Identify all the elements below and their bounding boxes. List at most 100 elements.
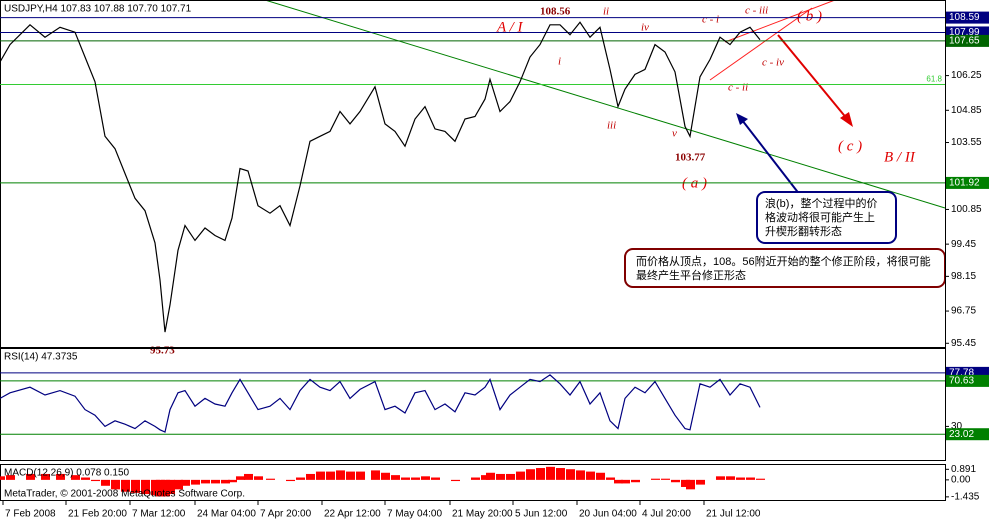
histogram-bar [486, 472, 495, 480]
histogram-bar [631, 479, 640, 483]
level-label: 107.65 [949, 36, 980, 47]
annotation: ( b ) [797, 8, 822, 24]
arrow-head [736, 113, 748, 125]
histogram-bar [481, 475, 490, 480]
histogram-bar [536, 468, 545, 480]
level-label-box [946, 176, 989, 189]
histogram-bar [681, 479, 690, 487]
note: 而价格从顶点，108。56附近开始的整个修正阶段，将很可能 [636, 254, 931, 268]
annotation: iii [607, 120, 616, 132]
histogram-bar [131, 479, 140, 493]
y-tick-label: 100.85 [951, 204, 982, 215]
y-tick-label: 0.00 [951, 475, 971, 486]
histogram-bar [686, 479, 695, 490]
y-tick-label: 30 [951, 421, 963, 432]
level-label-box [946, 26, 989, 39]
histogram-bar [296, 477, 305, 480]
annotation: B / II [884, 149, 916, 165]
level-label: 77.78 [949, 368, 974, 379]
panel [0, 348, 946, 461]
histogram-bar [41, 473, 50, 480]
y-tick-label: 95.45 [951, 338, 976, 349]
histogram-bar [471, 477, 480, 480]
annotation: c - iii [745, 5, 768, 17]
y-tick-label: 99.45 [951, 239, 976, 250]
histogram-bar [661, 478, 670, 480]
level-label: 101.92 [949, 178, 980, 189]
histogram-bar [671, 479, 680, 483]
panel-title: USDJPY,H4 107.83 107.88 107.70 107.71 [4, 4, 192, 15]
histogram-bar [556, 468, 565, 480]
x-tick-label: 7 Feb 2008 [5, 509, 56, 520]
y-tick-label: 103.55 [951, 137, 982, 148]
histogram-bar [174, 479, 183, 490]
histogram-bar [244, 473, 253, 480]
y-tick-label: 96.75 [951, 306, 976, 317]
histogram-bar [451, 479, 460, 482]
histogram-bar [266, 478, 275, 480]
histogram-bar [346, 471, 355, 480]
histogram-bar [236, 476, 245, 480]
histogram-bar [181, 479, 190, 486]
x-tick-label: 7 May 04:00 [387, 509, 442, 520]
histogram-bar [211, 479, 220, 484]
annotation: c - i [702, 14, 719, 26]
histogram-bar [651, 478, 660, 480]
level-label: 23.02 [949, 429, 974, 440]
histogram-bar [736, 477, 745, 480]
x-tick-label: 24 Mar 04:00 [197, 509, 256, 520]
histogram-bar [596, 472, 605, 480]
histogram-bar [121, 479, 130, 492]
y-tick-label: 104.85 [951, 105, 982, 116]
histogram-bar [431, 477, 440, 480]
histogram-bar [546, 466, 555, 480]
annotation: i [558, 56, 561, 68]
histogram-bar [156, 479, 165, 497]
histogram-bar [621, 479, 630, 484]
histogram-bar [576, 470, 585, 480]
annotation: 95.73 [150, 345, 175, 357]
histogram-bar [221, 479, 230, 484]
x-tick-label: 4 Jul 20:00 [642, 509, 691, 520]
annotation: A / I [496, 19, 524, 35]
level-label: 108.59 [949, 12, 980, 23]
histogram-bar [356, 471, 365, 480]
y-tick-label: -1.435 [951, 492, 980, 503]
annotation: c - iv [762, 57, 784, 69]
series-line [0, 21, 761, 333]
histogram-bar [716, 476, 725, 480]
histogram-bar [101, 479, 110, 486]
annotation: ii [603, 6, 609, 18]
histogram-bar [286, 479, 295, 482]
histogram-bar [306, 473, 315, 480]
level-label-box [946, 11, 989, 24]
note: 最终产生平台修正形态 [636, 268, 746, 282]
histogram-bar [696, 479, 705, 485]
x-tick-label: 7 Apr 20:00 [260, 509, 312, 520]
panel [0, 0, 946, 348]
callout-box [756, 191, 897, 244]
x-tick-label: 21 May 20:00 [452, 509, 513, 520]
histogram-bar [161, 479, 170, 497]
panel-title: MACD(12,26,9) 0.078 0.150 [4, 468, 130, 479]
level-label-box [946, 428, 989, 441]
footer: MetaTrader, © 2001-2008 MetaQuotes Softw… [4, 489, 245, 500]
x-tick-label: 21 Jul 12:00 [706, 509, 761, 520]
histogram-bar [151, 479, 160, 496]
histogram-bar [586, 471, 595, 480]
histogram-bar [191, 479, 200, 485]
note: 浪(b)，整个过程中的价 [765, 196, 877, 210]
annotation: 103.77 [675, 152, 706, 164]
trend-line [264, 0, 946, 209]
x-tick-label: 21 Feb 20:00 [68, 509, 127, 520]
arrow-head [840, 112, 853, 127]
histogram-bar [316, 471, 325, 480]
y-tick-label: 0.891 [951, 464, 976, 475]
annotation: v [672, 128, 677, 140]
histogram-bar [371, 470, 380, 480]
note: 格波动将很可能产生上 [765, 210, 875, 224]
x-tick-label: 22 Apr 12:00 [324, 509, 381, 520]
level-label-box [946, 34, 989, 47]
histogram-bar [71, 475, 80, 480]
histogram-bar [401, 477, 410, 480]
